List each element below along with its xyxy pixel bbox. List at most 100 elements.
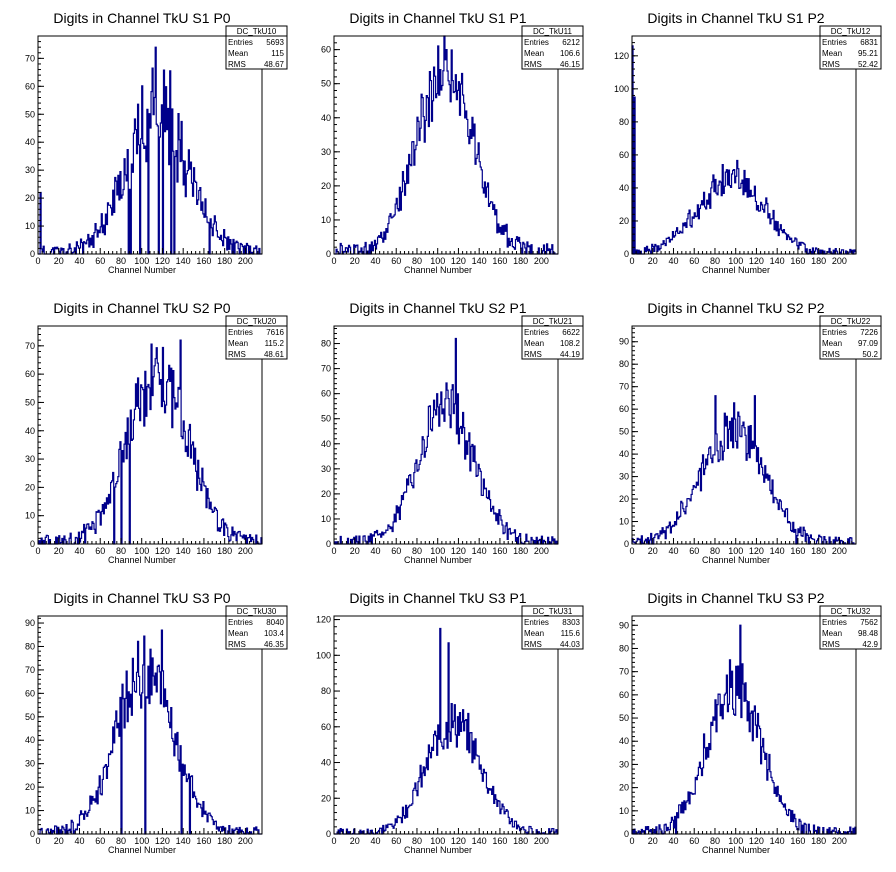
stats-box: DC_TkU31 Entries 8303 Mean 115.6 RMS 44.03 xyxy=(521,605,584,650)
stats-value: 46.35 xyxy=(264,640,285,649)
x-tick-label: 160 xyxy=(492,256,507,266)
stats-label: Entries xyxy=(822,618,847,627)
stats-value: 108.2 xyxy=(560,339,581,348)
y-tick-label: 20 xyxy=(321,181,331,191)
x-tick-label: 120 xyxy=(451,256,466,266)
y-tick-label: 0 xyxy=(326,829,331,839)
x-tick-label: 20 xyxy=(648,836,658,846)
stats-value: 106.6 xyxy=(560,49,581,58)
x-tick-label: 60 xyxy=(689,546,699,556)
y-tick-label: 20 xyxy=(25,482,35,492)
x-tick-label: 120 xyxy=(155,256,170,266)
x-tick-label: 0 xyxy=(331,546,336,556)
y-tick-label: 30 xyxy=(321,147,331,157)
y-tick-label: 10 xyxy=(25,221,35,231)
stats-box: DC_TkU10 Entries 5693 Mean 115 RMS 48.67 xyxy=(225,25,288,70)
y-tick-label: 60 xyxy=(25,81,35,91)
stats-value: 7616 xyxy=(266,328,284,337)
y-tick-label: 10 xyxy=(619,806,629,816)
y-tick-label: 40 xyxy=(25,426,35,436)
stats-box: DC_TkU22 Entries 7226 Mean 97.09 RMS 50.2 xyxy=(819,315,882,360)
stats-label: RMS xyxy=(228,60,246,69)
x-axis-label: Channel Number xyxy=(404,265,472,275)
y-tick-label: 10 xyxy=(321,215,331,225)
x-tick-label: 40 xyxy=(668,836,678,846)
x-tick-label: 120 xyxy=(155,836,170,846)
y-tick-label: 60 xyxy=(321,389,331,399)
stats-value: 95.21 xyxy=(858,49,879,58)
x-tick-label: 180 xyxy=(513,256,528,266)
y-tick-label: 60 xyxy=(25,369,35,379)
x-axis-label: Channel Number xyxy=(404,845,472,855)
y-tick-label: 60 xyxy=(321,45,331,55)
y-tick-label: 0 xyxy=(30,829,35,839)
x-tick-label: 100 xyxy=(728,546,743,556)
stats-label: Mean xyxy=(524,49,544,58)
x-tick-label: 180 xyxy=(811,836,826,846)
stats-histogram-name: DC_TkU22 xyxy=(831,317,871,326)
x-axis-label: Channel Number xyxy=(404,555,472,565)
stats-box-frame xyxy=(521,25,584,70)
y-tick-label: 80 xyxy=(619,359,629,369)
x-tick-label: 140 xyxy=(176,836,191,846)
x-tick-label: 180 xyxy=(811,256,826,266)
y-tick-label: 40 xyxy=(619,449,629,459)
x-tick-label: 200 xyxy=(534,256,549,266)
x-tick-label: 60 xyxy=(391,256,401,266)
chart-title: Digits in Channel TkU S1 P2 xyxy=(647,10,824,26)
y-tick-label: 0 xyxy=(326,249,331,259)
stats-value: 8040 xyxy=(266,618,284,627)
y-tick-label: 0 xyxy=(30,539,35,549)
x-tick-label: 60 xyxy=(689,256,699,266)
x-tick-label: 100 xyxy=(134,836,149,846)
x-tick-label: 140 xyxy=(472,256,487,266)
stats-label: Mean xyxy=(524,339,544,348)
x-tick-label: 180 xyxy=(513,836,528,846)
y-tick-label: 30 xyxy=(619,759,629,769)
y-tick-label: 80 xyxy=(619,643,629,653)
x-tick-label: 80 xyxy=(116,256,126,266)
x-tick-label: 100 xyxy=(134,256,149,266)
x-tick-label: 80 xyxy=(116,836,126,846)
x-tick-label: 120 xyxy=(155,546,170,556)
x-tick-label: 100 xyxy=(430,546,445,556)
x-tick-label: 160 xyxy=(492,546,507,556)
y-tick-label: 60 xyxy=(619,150,629,160)
y-tick-label: 80 xyxy=(321,686,331,696)
stats-label: Mean xyxy=(228,49,248,58)
x-tick-label: 200 xyxy=(534,836,549,846)
x-tick-label: 40 xyxy=(74,546,84,556)
y-tick-label: 60 xyxy=(619,690,629,700)
y-tick-label: 40 xyxy=(25,137,35,147)
y-tick-label: 20 xyxy=(25,193,35,203)
stats-value: 46.15 xyxy=(560,60,581,69)
stats-box-frame xyxy=(521,315,584,360)
x-tick-label: 80 xyxy=(412,836,422,846)
y-tick-label: 70 xyxy=(619,382,629,392)
chart-title: Digits in Channel TkU S1 P1 xyxy=(349,10,526,26)
stats-histogram-name: DC_TkU11 xyxy=(533,27,573,36)
chart-title: Digits in Channel TkU S1 P0 xyxy=(53,10,230,26)
x-tick-label: 80 xyxy=(412,546,422,556)
stats-label: RMS xyxy=(822,60,840,69)
y-tick-label: 20 xyxy=(619,783,629,793)
x-tick-label: 20 xyxy=(648,546,658,556)
histogram-panel: Digits in Channel TkU S3 P00 20 40 60 80 100 1… xyxy=(25,590,288,855)
x-tick-label: 120 xyxy=(749,546,764,556)
stats-label: Entries xyxy=(228,328,253,337)
stats-label: RMS xyxy=(228,640,246,649)
x-tick-label: 0 xyxy=(331,836,336,846)
histogram-line xyxy=(334,627,558,835)
y-tick-label: 50 xyxy=(25,109,35,119)
x-tick-label: 180 xyxy=(217,546,232,556)
y-tick-label: 90 xyxy=(619,337,629,347)
x-tick-label: 180 xyxy=(217,836,232,846)
x-tick-label: 20 xyxy=(54,546,64,556)
y-tick-label: 80 xyxy=(25,641,35,651)
x-tick-label: 120 xyxy=(749,836,764,846)
histogram-line xyxy=(334,337,558,545)
x-axis-label: Channel Number xyxy=(702,265,770,275)
x-tick-label: 180 xyxy=(217,256,232,266)
stats-value: 44.03 xyxy=(560,640,581,649)
stats-label: Entries xyxy=(524,328,549,337)
